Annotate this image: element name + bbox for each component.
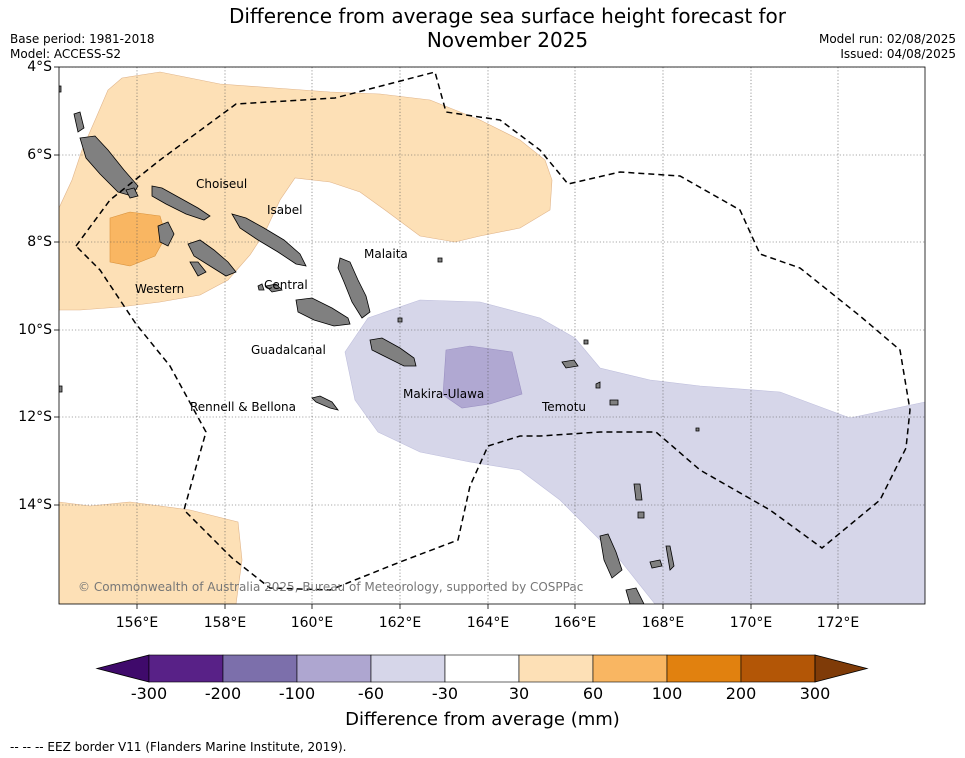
island-malaita: [337, 257, 371, 319]
colorbar-tick-9: 300: [799, 684, 831, 703]
island-shortland: [125, 187, 139, 199]
map-area: [59, 67, 925, 604]
colorbar-tick-4: -30: [431, 684, 459, 703]
lat-label-12s: 12°S: [18, 409, 52, 425]
colorbar-extend-low: [95, 654, 150, 683]
island-espiritu-santo: [599, 533, 623, 579]
colorbar-bin-9: [740, 654, 816, 683]
island-guadalcanal: [295, 297, 351, 327]
colorbar-extend-high: [814, 654, 869, 683]
colorbar-tick-8: 200: [725, 684, 757, 703]
island-utupua: [595, 381, 601, 389]
island-ambae: [649, 559, 663, 569]
title-line-1: Difference from average sea surface heig…: [228, 4, 787, 28]
issued-date: Issued: 04/08/2025: [840, 47, 956, 61]
lon-label-158e: 158°E: [203, 615, 247, 631]
lon-ticks: [136, 604, 839, 609]
place-rennell-bellona: Rennell & Bellona: [190, 400, 297, 414]
colorbar-bin-6: [518, 654, 594, 683]
copyright-notice: © Commonwealth of Australia 2025, Bureau…: [78, 580, 584, 594]
island-duff: [583, 339, 589, 345]
island-vanikoro: [609, 399, 619, 406]
island-buka: [73, 111, 85, 133]
lon-label-160e: 160°E: [290, 615, 334, 631]
lon-label-164e: 164°E: [466, 615, 510, 631]
island-isabel: [231, 213, 307, 267]
colorbar-tick-7: 100: [651, 684, 683, 703]
lon-label-162e: 162°E: [378, 615, 422, 631]
model-name: Model: ACCESS-S2: [10, 47, 122, 61]
lat-label-6s: 6°S: [27, 147, 52, 163]
lat-ticks: [54, 66, 59, 506]
island-torres: [633, 483, 643, 501]
island-nauru-small: [59, 385, 63, 393]
base-period: Base period: 1981-2018: [10, 32, 155, 46]
colorbar-tick-0: -300: [130, 684, 168, 703]
island-russell: [257, 283, 265, 291]
island-vella: [157, 221, 175, 247]
island-new-georgia: [187, 239, 237, 277]
place-isabel: Isabel: [267, 203, 303, 217]
meta-right: Model run: 02/08/2025 Issued: 04/08/2025: [819, 32, 956, 62]
lon-label-166e: 166°E: [553, 615, 597, 631]
lat-label-8s: 8°S: [27, 234, 52, 250]
anomaly-30-60-south: [59, 501, 243, 604]
island-malekula: [625, 587, 645, 604]
island-santa-cruz: [561, 359, 579, 369]
lat-label-4s: 4°S: [27, 59, 52, 75]
island-tikopia: [695, 427, 700, 432]
island-rennell: [311, 395, 339, 411]
island-north-small: [59, 85, 62, 93]
colorbar-tick-5: 30: [508, 684, 530, 703]
colorbar-bin-3: [296, 654, 372, 683]
colorbar-tick-1: -200: [204, 684, 242, 703]
colorbar-tick-6: 60: [582, 684, 604, 703]
colorbar-label: Difference from average (mm): [345, 709, 620, 730]
lat-label-14s: 14°S: [18, 497, 52, 513]
colorbar-bin-7: [592, 654, 668, 683]
colorbar-bin-8: [666, 654, 742, 683]
place-choiseul: Choiseul: [196, 177, 248, 191]
anomaly-30-60-north: [59, 71, 553, 311]
island-maewo: [665, 545, 675, 571]
eez-border: [75, 71, 911, 591]
title-line-2: November 2025: [426, 28, 589, 52]
place-makira-ulawa: Makira-Ulawa: [403, 387, 485, 401]
island-banks: [637, 511, 645, 519]
lon-label-170e: 170°E: [729, 615, 773, 631]
anomaly-60-100: [109, 211, 167, 267]
place-western: Western: [135, 282, 185, 296]
island-florida: [265, 283, 283, 293]
anomaly-minus-60-minus-100: [442, 345, 523, 409]
island-makira: [369, 337, 417, 367]
colorbar: [95, 654, 869, 683]
model-run: Model run: 02/08/2025: [818, 32, 956, 46]
colorbar-bin-5: [444, 654, 520, 683]
land-masses: [59, 85, 700, 604]
place-guadalcanal: Guadalcanal: [251, 343, 326, 357]
island-choiseul: [151, 185, 211, 221]
place-central: Central: [264, 278, 308, 292]
meta-left: Base period: 1981-2018 Model: ACCESS-S2: [10, 32, 155, 62]
island-sikaiana: [437, 257, 443, 263]
colorbar-bin-4: [370, 654, 446, 683]
island-ontong-java: [397, 317, 403, 323]
lon-label-168e: 168°E: [641, 615, 685, 631]
map-frame: [58, 66, 926, 605]
eez-footnote: -- -- -- EEZ border V11 (Flanders Marine…: [10, 740, 347, 754]
lat-label-10s: 10°S: [18, 322, 52, 338]
lon-label-156e: 156°E: [115, 615, 159, 631]
colorbar-tick-2: -100: [278, 684, 316, 703]
place-temotu: Temotu: [542, 400, 587, 414]
island-ranongga: [189, 261, 207, 277]
lon-label-172e: 172°E: [816, 615, 860, 631]
map-title: Difference from average sea surface heig…: [160, 4, 855, 52]
colorbar-tick-3: -60: [357, 684, 385, 703]
colorbar-bin-2: [222, 654, 298, 683]
colorbar-bin-1: [148, 654, 224, 683]
place-malaita: Malaita: [364, 247, 408, 261]
